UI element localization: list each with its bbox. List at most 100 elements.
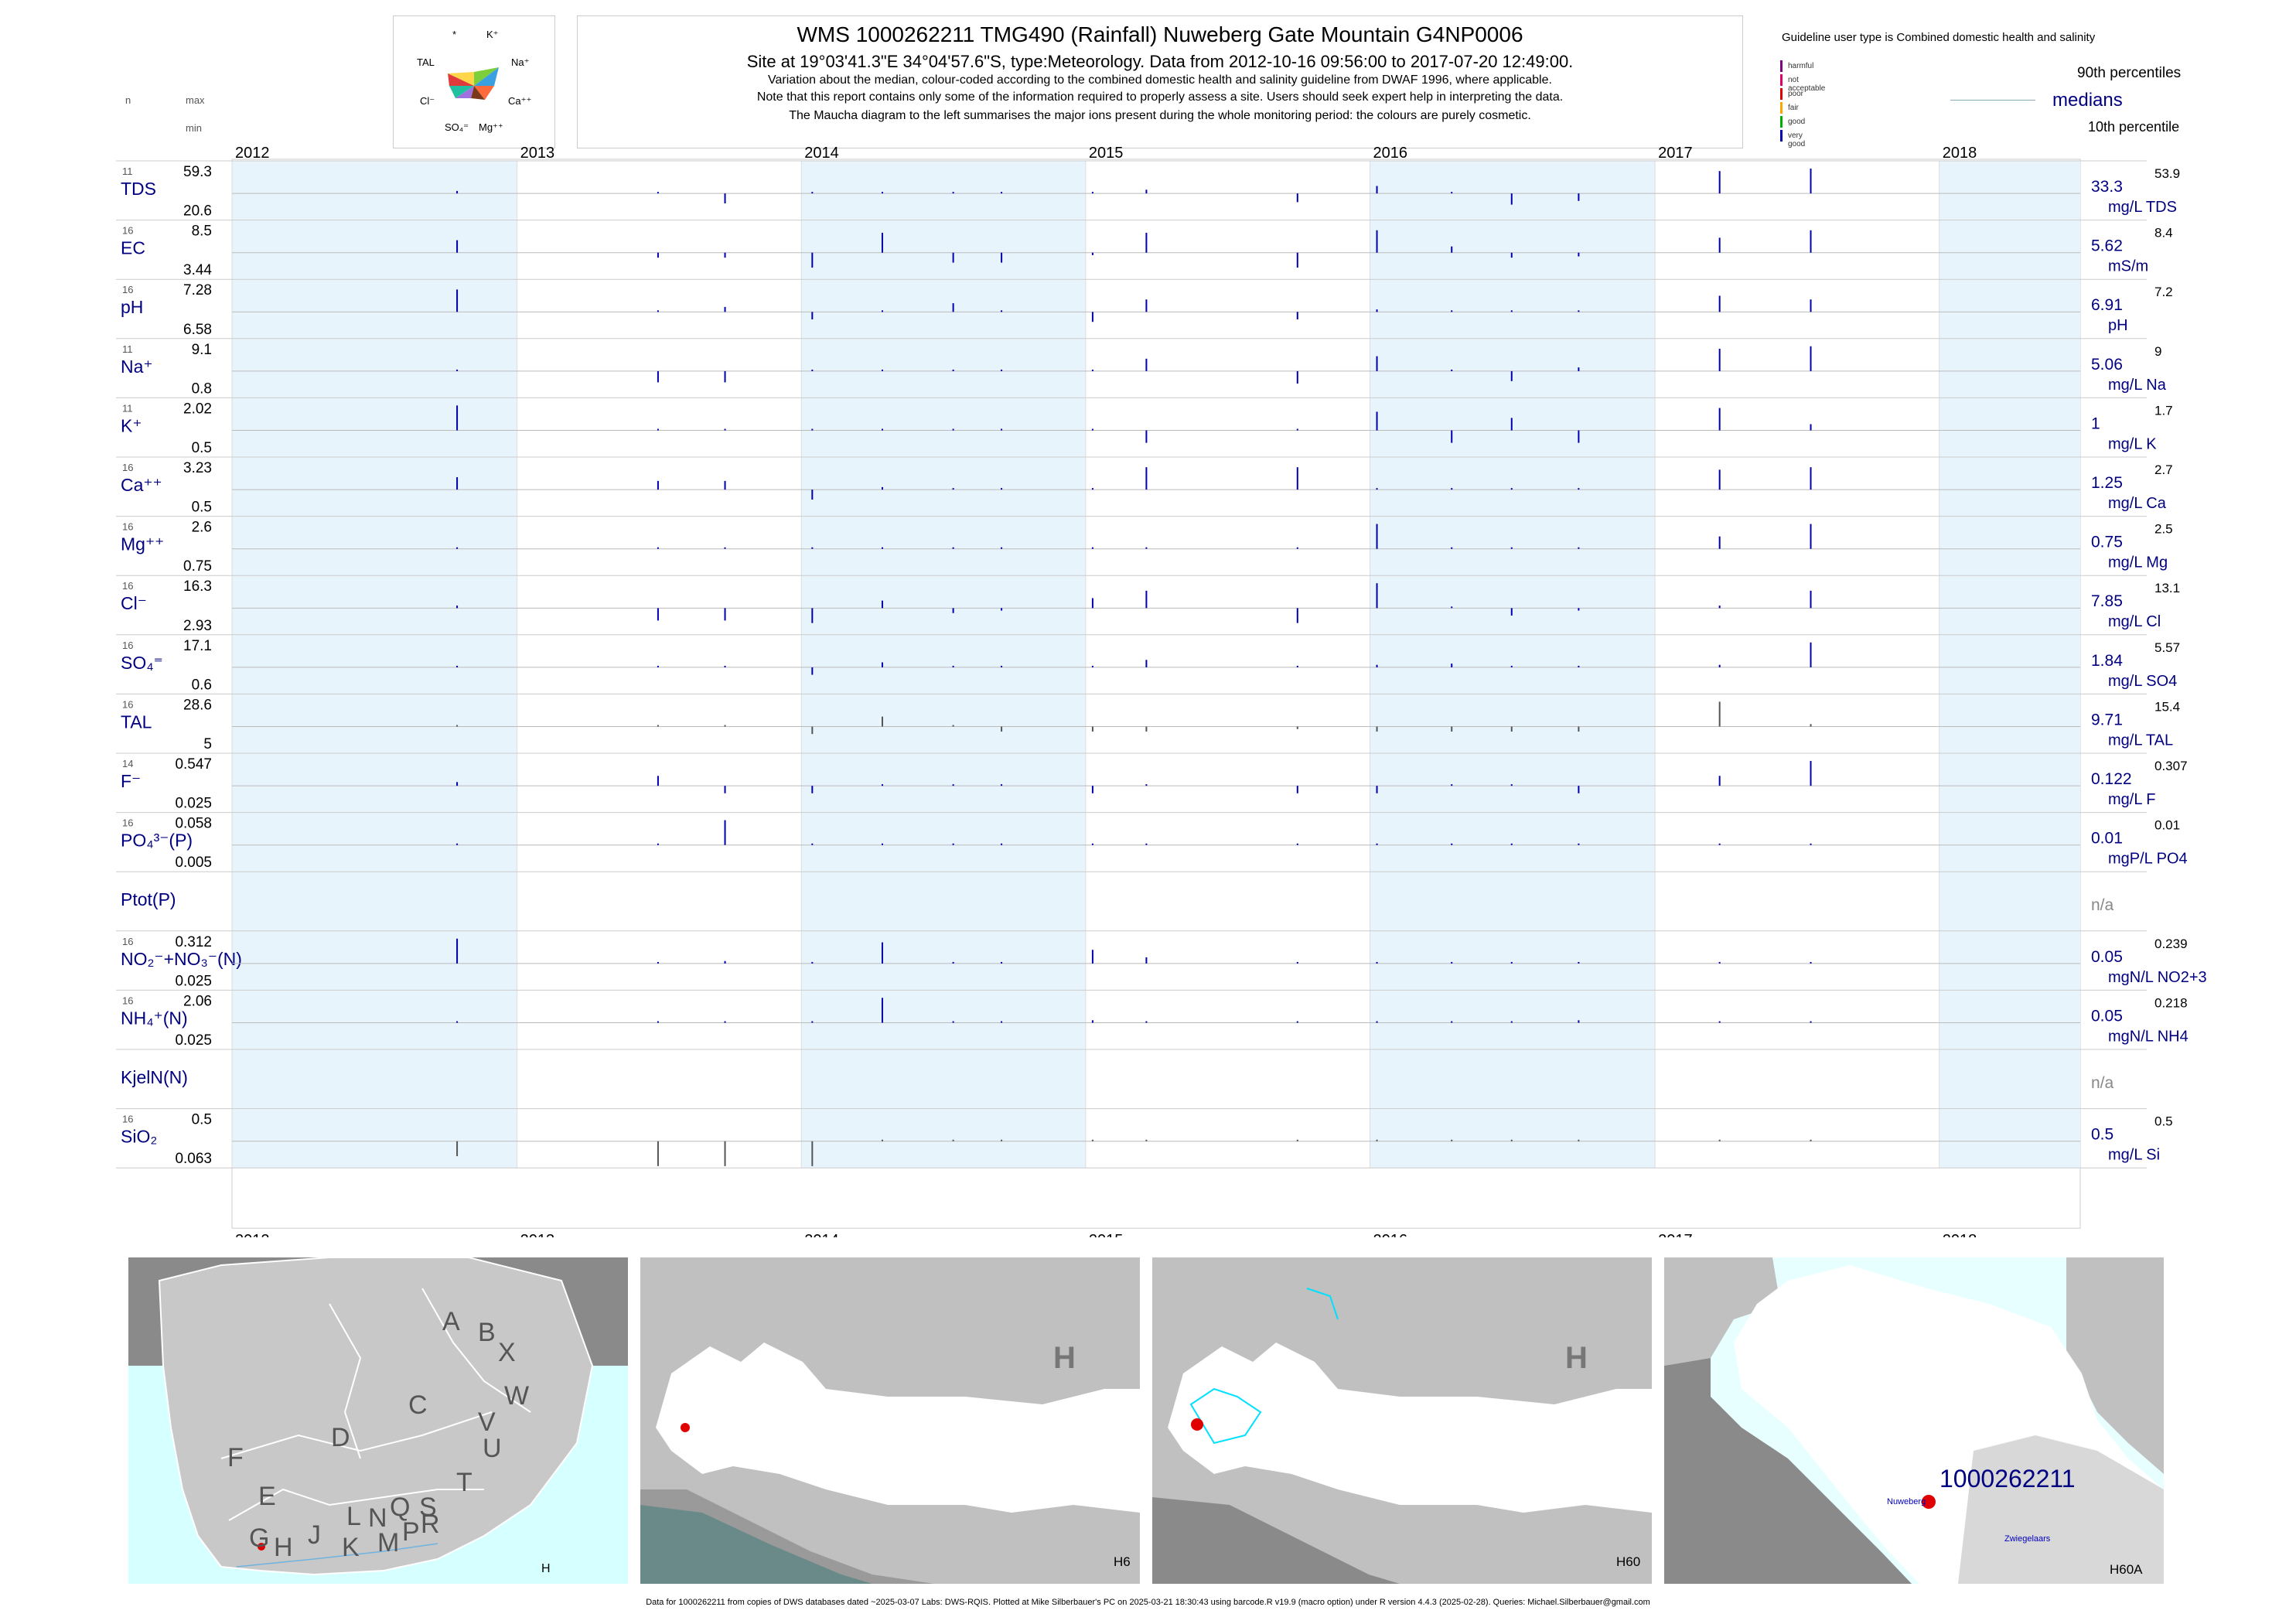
row-median: 1.25 <box>2091 474 2123 492</box>
data-bar <box>1145 590 1148 609</box>
data-bar <box>1578 961 1580 964</box>
year-band <box>1370 161 1656 1169</box>
data-bar <box>657 725 659 727</box>
row-max: 0.312 <box>175 934 212 950</box>
data-bar <box>811 192 814 194</box>
data-bar <box>811 608 814 623</box>
map-label: H <box>274 1533 293 1562</box>
data-bar <box>456 405 459 431</box>
map-corner-label: H60 <box>1616 1554 1641 1569</box>
data-bar <box>657 428 659 431</box>
data-bar <box>1091 369 1093 371</box>
row-n: 16 <box>122 995 133 1006</box>
row-variable-label: Mg⁺⁺ <box>121 534 164 554</box>
data-bar <box>1145 358 1148 371</box>
row-max: 0.547 <box>175 756 212 773</box>
data-bar <box>1451 246 1453 253</box>
data-bar <box>1718 843 1721 845</box>
data-bar <box>1145 430 1148 443</box>
row-p90: 15.4 <box>2154 699 2180 714</box>
map-label: T <box>456 1468 473 1497</box>
data-bar <box>1578 1139 1580 1141</box>
data-bar <box>1578 547 1580 549</box>
row-n: 11 <box>122 402 133 414</box>
row-p90: 0.218 <box>2154 995 2188 1010</box>
data-bar <box>1451 726 1453 732</box>
data-bar <box>1451 664 1453 667</box>
year-label-top: 2014 <box>804 145 839 162</box>
data-bar <box>881 369 883 371</box>
row-unit: mgN/L NH4 <box>2108 1028 2189 1045</box>
data-bar <box>1376 411 1378 431</box>
data-bar <box>456 289 459 312</box>
data-bar <box>1296 193 1298 203</box>
data-bar <box>952 488 954 490</box>
row-n: 11 <box>122 165 133 177</box>
row-median: 0.05 <box>2091 948 2123 966</box>
year-label-bottom: 2013 <box>520 1232 555 1237</box>
data-bar <box>1091 488 1093 490</box>
data-bar <box>1001 192 1003 194</box>
data-bar <box>1718 776 1721 786</box>
data-bar <box>1001 310 1003 312</box>
data-bar <box>1578 665 1580 667</box>
data-bar <box>1296 843 1298 845</box>
data-bar <box>724 370 726 383</box>
data-bar <box>724 786 726 793</box>
data-bar <box>1091 843 1093 845</box>
data-bar <box>1578 608 1580 611</box>
map-label: A <box>442 1307 460 1336</box>
data-bar <box>456 665 459 667</box>
data-bar <box>456 240 459 253</box>
data-bar <box>1145 467 1148 490</box>
row-variable-label: PO₄³⁻(P) <box>121 831 193 851</box>
data-bar <box>724 428 726 431</box>
map-label: V <box>478 1407 496 1437</box>
data-bar <box>1810 590 1812 609</box>
data-bar <box>952 192 954 194</box>
data-bar <box>1810 1021 1812 1023</box>
data-bar <box>1296 726 1298 729</box>
row-unit: mgP/L PO4 <box>2108 851 2188 868</box>
data-bar <box>811 961 814 964</box>
data-bar <box>456 477 459 490</box>
data-bar <box>1578 786 1580 793</box>
data-bar <box>657 1141 659 1166</box>
row-median: n/a <box>2091 1074 2114 1092</box>
data-bar <box>724 547 726 549</box>
data-bar <box>657 480 659 490</box>
data-bar <box>952 843 954 845</box>
guideline-level: fair <box>1788 104 1799 112</box>
row-max: 17.1 <box>183 638 212 654</box>
map-label: S <box>419 1493 437 1522</box>
data-bar <box>1578 310 1580 312</box>
data-bar <box>1091 1139 1093 1141</box>
data-bar <box>952 665 954 667</box>
map-corner-label: H60A <box>2110 1562 2143 1577</box>
subtitle-line: Variation about the median, colour-coded… <box>768 73 1552 87</box>
row-n: 16 <box>122 936 133 947</box>
row-min: 0.025 <box>175 1032 212 1049</box>
row-min: 2.93 <box>183 618 212 634</box>
data-bar <box>1091 252 1093 255</box>
map-south-africa: A B X W C V U D T F E S L N Q R G H J K … <box>128 1257 628 1584</box>
row-min: 0.025 <box>175 796 212 812</box>
row-min: 0.8 <box>192 380 212 397</box>
data-bar <box>1578 843 1580 845</box>
data-bar <box>1510 193 1513 205</box>
year-label-top: 2015 <box>1089 145 1124 162</box>
data-bar <box>952 1139 954 1141</box>
chart-title: WMS 1000262211 TMG490 (Rainfall) Nuweber… <box>797 22 1523 46</box>
data-bar <box>657 776 659 786</box>
row-max: 2.02 <box>183 401 212 417</box>
row-p90: 0.01 <box>2154 818 2180 833</box>
row-min: 0.5 <box>192 440 212 456</box>
data-bar <box>1091 665 1093 667</box>
row-unit: mg/L Mg <box>2108 554 2168 571</box>
data-bar <box>1510 418 1513 431</box>
data-bar <box>1001 252 1003 263</box>
row-max: 59.3 <box>183 164 212 180</box>
data-bar <box>1145 843 1148 845</box>
footer-note: Data for 1000262211 from copies of DWS d… <box>646 1598 1650 1607</box>
row-p90: 0.5 <box>2154 1114 2173 1129</box>
